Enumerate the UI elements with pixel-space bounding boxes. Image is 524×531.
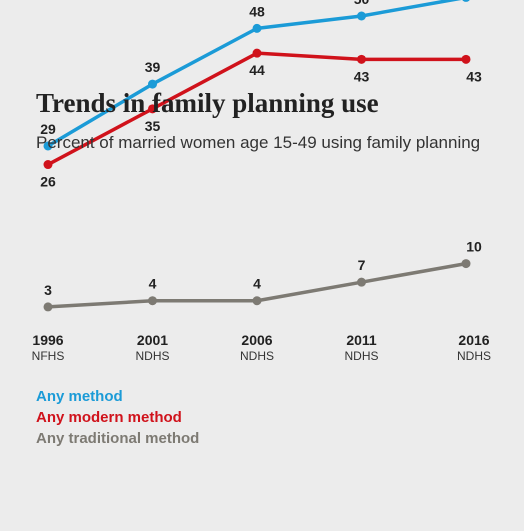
data-point-any-method-2016 (462, 0, 470, 2)
data-label-any-modern-method-2006: 44 (249, 62, 265, 78)
x-tick-label-2006: 2006 (241, 332, 272, 348)
x-tick-label-2011: 2011 (346, 332, 377, 348)
data-point-any-modern-method-2001 (148, 104, 157, 114)
data-point-any-traditional-method-1996 (43, 302, 53, 312)
x-tick-sublabel-2011: NDHS (344, 349, 378, 363)
data-point-any-method-2006 (252, 23, 262, 33)
data-point-any-modern-method-2006 (252, 48, 262, 58)
data-point-any-method-2011 (357, 11, 366, 21)
data-label-any-traditional-method-2016: 10 (466, 239, 482, 255)
data-label-any-method-1996: 29 (40, 121, 56, 137)
legend-item-any-modern-method: Any modern method (36, 409, 182, 426)
data-label-any-method-2006: 48 (249, 3, 265, 19)
data-label-any-traditional-method-2006: 4 (253, 276, 261, 292)
x-tick-sublabel-1996: NFHS (32, 349, 65, 363)
data-point-any-modern-method-2016 (461, 54, 471, 64)
x-tick-sublabel-2001: NDHS (135, 349, 169, 363)
data-label-any-modern-method-2011: 43 (354, 68, 370, 84)
data-label-any-traditional-method-1996: 3 (44, 282, 52, 298)
data-point-any-method-1996 (43, 141, 53, 151)
data-point-any-traditional-method-2001 (148, 296, 157, 306)
data-label-any-modern-method-2016: 43 (466, 68, 482, 84)
data-label-any-method-2011: 50 (354, 0, 370, 7)
data-point-any-traditional-method-2006 (252, 296, 262, 306)
data-point-any-method-2001 (148, 79, 157, 89)
x-tick-label-1996: 1996 (32, 332, 63, 348)
data-label-any-modern-method-2001: 35 (145, 118, 161, 134)
chart-title: Trends in family planning use (36, 88, 379, 118)
x-tick-label-2001: 2001 (137, 332, 168, 348)
legend-item-any-traditional-method: Any traditional method (36, 430, 200, 447)
x-tick-label-2016: 2016 (458, 332, 489, 348)
data-point-any-traditional-method-2011 (357, 277, 366, 287)
data-label-any-traditional-method-2011: 7 (358, 257, 366, 273)
data-label-any-modern-method-1996: 26 (40, 174, 56, 190)
data-point-any-modern-method-2011 (357, 54, 366, 64)
data-label-any-method-2001: 39 (145, 59, 161, 75)
data-label-any-traditional-method-2001: 4 (149, 276, 157, 292)
chart-legend: Any method Any modern method Any traditi… (36, 386, 199, 449)
data-point-any-modern-method-1996 (43, 160, 53, 170)
chart-subtitle: Percent of married women age 15-49 using… (36, 133, 481, 152)
x-tick-sublabel-2006: NDHS (240, 349, 274, 363)
legend-item-any-method: Any method (36, 388, 123, 405)
data-point-any-traditional-method-2016 (461, 259, 471, 269)
x-tick-sublabel-2016: NDHS (457, 349, 491, 363)
